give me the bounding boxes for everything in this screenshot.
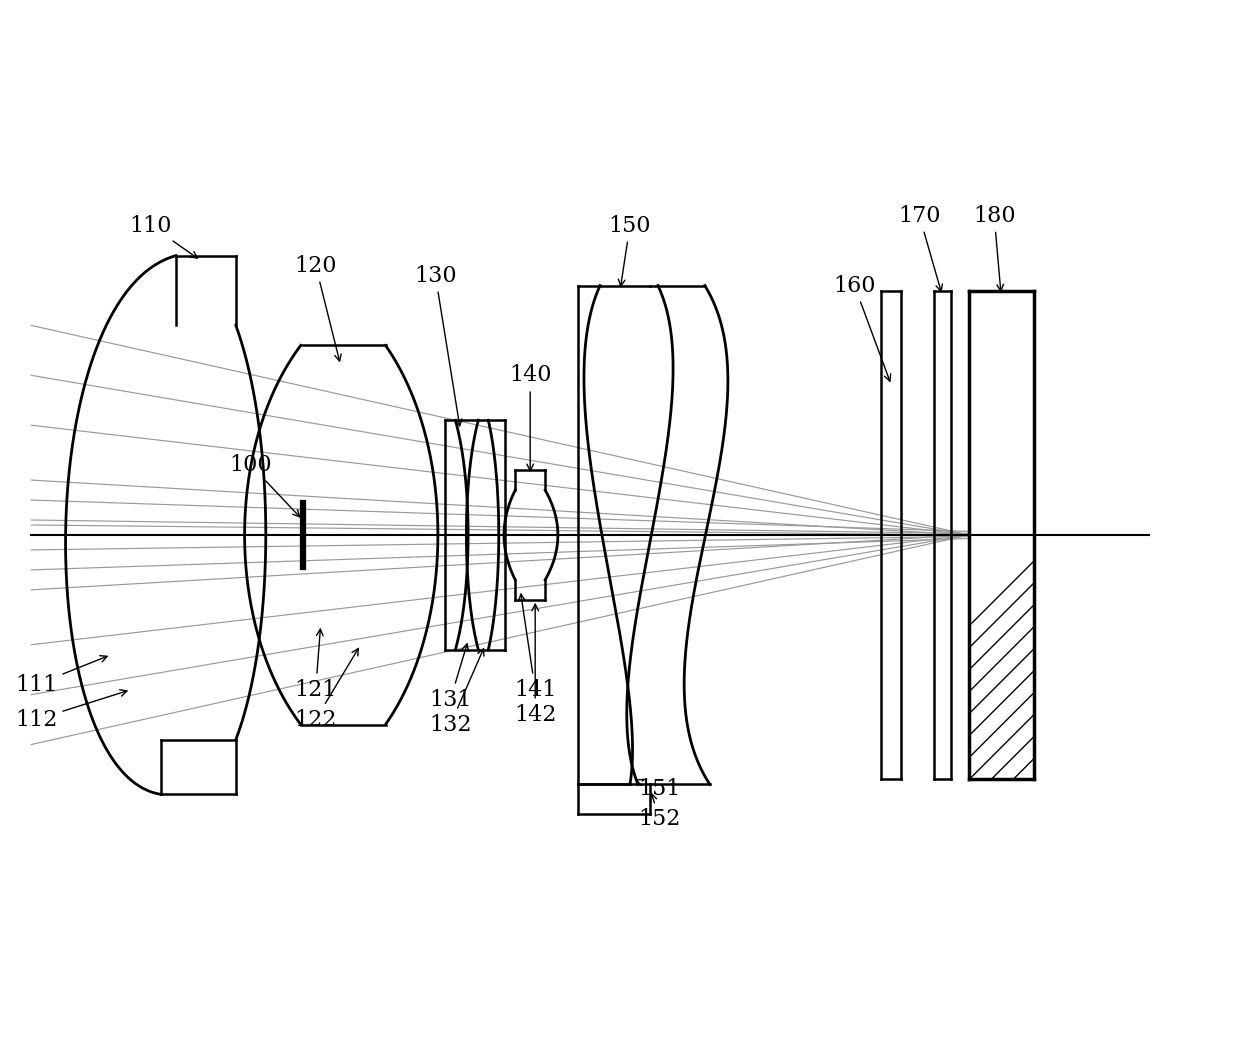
Text: 152: 152 (639, 794, 681, 830)
Text: 151: 151 (636, 778, 681, 801)
Text: 130: 130 (414, 264, 461, 426)
Text: 180: 180 (973, 205, 1016, 291)
Text: 170: 170 (898, 205, 942, 291)
Text: 142: 142 (515, 604, 557, 726)
Text: 131: 131 (429, 644, 471, 710)
Text: 121: 121 (294, 629, 337, 701)
Text: 112: 112 (15, 690, 126, 730)
Text: 111: 111 (15, 655, 107, 696)
Text: 141: 141 (515, 594, 557, 701)
Text: 132: 132 (429, 649, 484, 735)
Text: 110: 110 (130, 214, 197, 258)
Text: 120: 120 (294, 255, 341, 361)
Text: 150: 150 (609, 214, 651, 286)
Text: 100: 100 (229, 454, 300, 517)
Text: 160: 160 (833, 275, 890, 382)
Text: 122: 122 (294, 648, 358, 730)
Text: 140: 140 (508, 364, 552, 471)
